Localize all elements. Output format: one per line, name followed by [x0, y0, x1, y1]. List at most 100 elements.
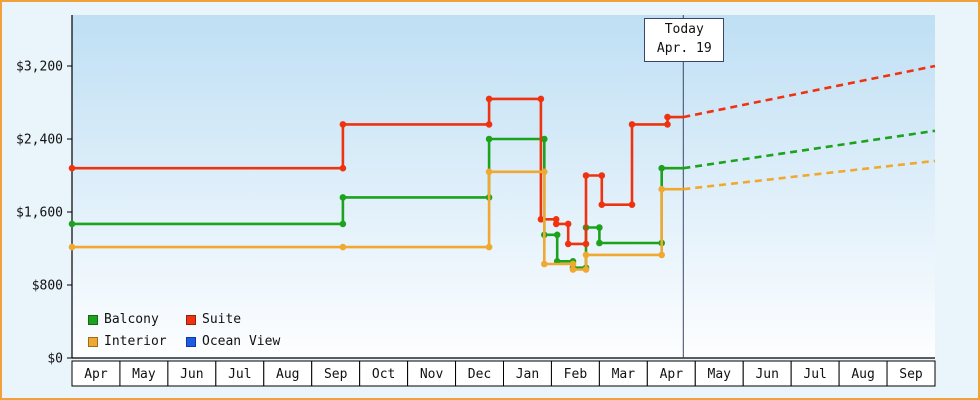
y-axis-tick-label: $2,400: [16, 133, 63, 148]
month-cell: [119, 360, 169, 387]
plot-area: [72, 15, 935, 358]
month-label: Aug: [851, 367, 874, 382]
data-point: [552, 220, 560, 228]
month-label: Jun: [180, 367, 203, 382]
month-label: May: [708, 367, 732, 382]
month-label: Apr: [84, 367, 108, 382]
data-point: [485, 95, 493, 103]
y-axis-tick-label: $3,200: [16, 60, 63, 75]
month-label: Sep: [899, 367, 923, 382]
month-cell: [550, 360, 600, 387]
data-point: [541, 260, 548, 268]
month-label: Jun: [755, 367, 778, 382]
data-point: [582, 266, 590, 273]
data-point: [582, 172, 590, 179]
data-point: [485, 243, 493, 251]
y-axis-tick-label: $1,600: [16, 206, 63, 221]
month-label: Jul: [228, 367, 251, 382]
data-point: [582, 251, 590, 259]
data-point: [658, 251, 665, 259]
month-cell: [311, 360, 361, 387]
month-label: Oct: [372, 367, 395, 382]
legend-label-interior: Interior: [104, 334, 167, 349]
today-date: Apr. 19: [656, 41, 712, 56]
data-point: [537, 95, 545, 103]
today-annotation-box: Today Apr. 19: [644, 18, 725, 62]
legend-label-ocean-view: Ocean View: [202, 334, 281, 349]
month-label: Nov: [420, 367, 444, 382]
legend-item-ocean-view: Ocean View: [186, 334, 280, 349]
data-point: [598, 172, 606, 179]
data-point: [564, 220, 572, 228]
month-cell: [503, 360, 552, 387]
month-label: Jul: [803, 367, 826, 382]
legend-item-balcony: Balcony: [88, 312, 186, 327]
data-point: [582, 240, 590, 248]
data-point: [598, 201, 606, 208]
data-point: [537, 216, 545, 223]
y-axis-tick-label: $800: [32, 279, 63, 294]
data-point: [658, 185, 665, 193]
series-projection-balcony: [683, 129, 936, 170]
series-line-suite: [72, 97, 684, 246]
data-point: [541, 135, 548, 143]
month-cell: [742, 360, 792, 387]
legend-label-suite: Suite: [202, 312, 242, 327]
today-label: Today: [664, 22, 704, 38]
legend-swatch-interior: [88, 336, 98, 347]
data-point: [485, 168, 493, 176]
month-cell: [598, 360, 648, 387]
data-point: [339, 164, 347, 172]
month-cell: [215, 360, 265, 387]
month-cell: [694, 360, 744, 387]
month-cell: [167, 360, 217, 387]
month-cell: [407, 360, 457, 387]
legend-item-interior: Interior: [88, 334, 186, 349]
data-point: [339, 194, 347, 201]
month-cell: [359, 360, 409, 387]
series-line-balcony: [72, 137, 684, 269]
data-point: [569, 260, 577, 268]
legend-swatch-balcony: [88, 314, 98, 325]
data-point: [628, 121, 636, 128]
data-point: [664, 121, 671, 128]
month-label: Sep: [324, 367, 348, 382]
legend-swatch-suite: [186, 314, 196, 325]
data-point: [339, 220, 347, 228]
month-label: Apr: [660, 367, 684, 382]
data-point: [569, 266, 577, 273]
data-point: [485, 121, 493, 128]
data-point: [68, 164, 76, 172]
series-projection-interior: [683, 159, 936, 191]
legend-label-balcony: Balcony: [104, 312, 159, 327]
data-point: [485, 135, 493, 143]
data-point: [68, 243, 76, 251]
data-point: [596, 239, 603, 247]
data-point: [628, 201, 636, 208]
month-label: May: [132, 367, 156, 382]
legend: Balcony Suite Interior Ocean View: [88, 312, 280, 349]
data-point: [68, 220, 76, 228]
data-point: [339, 243, 347, 251]
month-label: Jan: [516, 367, 539, 382]
month-cell: [646, 360, 696, 387]
data-point: [553, 231, 561, 239]
legend-swatch-ocean-view: [186, 336, 196, 347]
month-cell: [455, 360, 504, 387]
data-point: [552, 216, 560, 223]
data-point: [658, 164, 665, 172]
y-axis-tick-label: $0: [47, 352, 63, 367]
month-cell: [838, 360, 888, 387]
month-label: Dec: [468, 367, 491, 382]
series-projection-suite: [683, 64, 936, 119]
month-label: Mar: [612, 367, 636, 382]
data-point: [664, 113, 671, 121]
month-cell: [886, 360, 936, 387]
data-point: [541, 168, 548, 176]
data-point: [564, 240, 572, 248]
legend-item-suite: Suite: [186, 312, 280, 327]
month-label: Aug: [276, 367, 299, 382]
data-point: [339, 121, 347, 128]
